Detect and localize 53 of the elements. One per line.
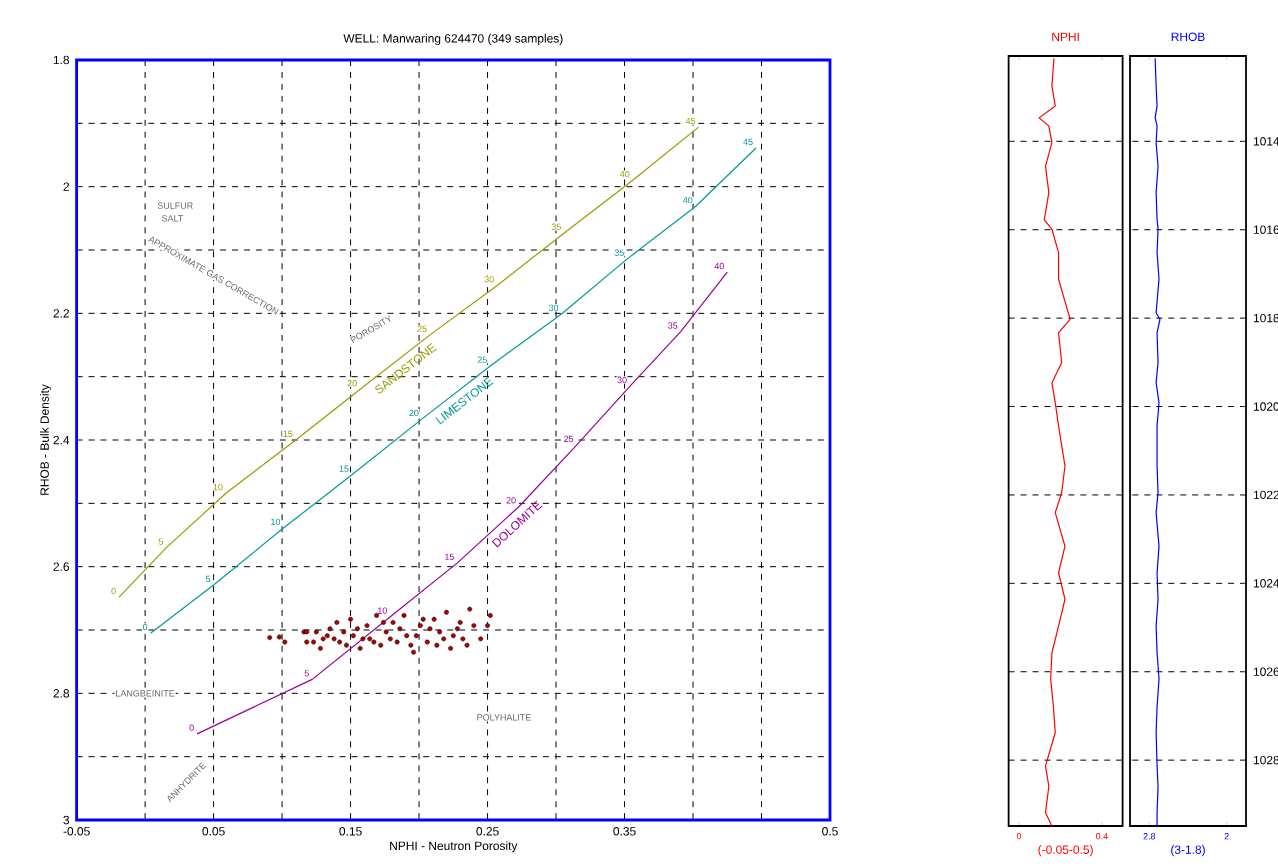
- line-series: [196, 271, 728, 735]
- point: [383, 629, 389, 635]
- point: [408, 642, 414, 648]
- point: [327, 626, 333, 632]
- point: [282, 639, 288, 645]
- point: [454, 626, 460, 632]
- point: [334, 619, 340, 625]
- point: [427, 626, 433, 632]
- point: [313, 629, 319, 635]
- point: [420, 616, 426, 622]
- point: [417, 623, 423, 629]
- point: [311, 639, 317, 645]
- point: [364, 623, 370, 629]
- point: [371, 639, 377, 645]
- point: [413, 633, 419, 639]
- point: [450, 633, 456, 639]
- line-series: [149, 147, 757, 634]
- point: [304, 639, 310, 645]
- point: [424, 639, 430, 645]
- point: [267, 635, 273, 641]
- point: [348, 616, 354, 622]
- point: [387, 636, 393, 642]
- line-series: [118, 126, 700, 598]
- point: [354, 626, 360, 632]
- point: [478, 636, 484, 642]
- point: [320, 636, 326, 642]
- point: [390, 619, 396, 625]
- point: [457, 619, 463, 625]
- point: [324, 633, 330, 639]
- point: [331, 636, 337, 642]
- point: [431, 616, 437, 622]
- point: [467, 606, 473, 612]
- point: [357, 645, 363, 651]
- point: [441, 636, 447, 642]
- point: [404, 633, 410, 639]
- point: [276, 634, 282, 640]
- point: [471, 623, 477, 629]
- point: [337, 639, 343, 645]
- point: [341, 629, 347, 635]
- point: [378, 642, 384, 648]
- point: [350, 633, 356, 639]
- point: [317, 645, 323, 651]
- point: [448, 645, 454, 651]
- point: [397, 626, 403, 632]
- line-series: [1154, 57, 1161, 827]
- point: [437, 629, 443, 635]
- point: [360, 636, 366, 642]
- point: [464, 642, 470, 648]
- point: [367, 636, 373, 642]
- point: [394, 639, 400, 645]
- point: [460, 636, 466, 642]
- point: [434, 642, 440, 648]
- point: [411, 649, 417, 655]
